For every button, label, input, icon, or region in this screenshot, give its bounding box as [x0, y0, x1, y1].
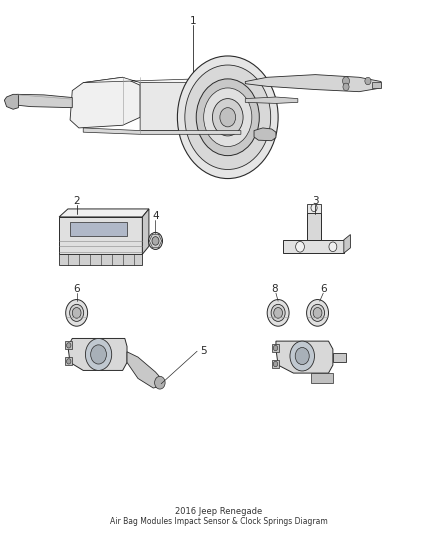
Text: 4: 4 — [152, 211, 159, 221]
Polygon shape — [83, 128, 241, 134]
Circle shape — [329, 242, 337, 252]
Text: 1: 1 — [189, 17, 196, 26]
Circle shape — [85, 338, 112, 370]
Circle shape — [290, 341, 314, 371]
Circle shape — [148, 232, 162, 249]
Circle shape — [185, 65, 271, 169]
Circle shape — [66, 300, 88, 326]
Polygon shape — [283, 240, 344, 253]
Polygon shape — [344, 235, 350, 253]
Polygon shape — [272, 360, 279, 368]
Circle shape — [212, 99, 243, 136]
Polygon shape — [254, 128, 276, 141]
Polygon shape — [65, 341, 72, 349]
Text: 2016 Jeep Renegade: 2016 Jeep Renegade — [175, 507, 263, 516]
Polygon shape — [245, 97, 298, 103]
Polygon shape — [13, 94, 72, 108]
Text: 3: 3 — [312, 197, 319, 206]
Circle shape — [313, 308, 322, 318]
Circle shape — [307, 300, 328, 326]
Polygon shape — [59, 209, 149, 217]
Text: 5: 5 — [200, 346, 207, 356]
Circle shape — [311, 304, 325, 321]
Circle shape — [196, 79, 259, 156]
Circle shape — [72, 308, 81, 318]
Circle shape — [273, 361, 278, 367]
Polygon shape — [65, 357, 72, 365]
Circle shape — [295, 348, 309, 365]
Polygon shape — [127, 352, 162, 388]
Circle shape — [67, 359, 71, 364]
Circle shape — [273, 345, 278, 351]
Circle shape — [296, 241, 304, 252]
Polygon shape — [307, 204, 321, 213]
Polygon shape — [245, 75, 381, 92]
Polygon shape — [70, 222, 127, 236]
Circle shape — [311, 204, 317, 212]
Circle shape — [152, 237, 159, 245]
Polygon shape — [311, 373, 333, 383]
Text: 2: 2 — [73, 197, 80, 206]
Text: 8: 8 — [271, 284, 278, 294]
Circle shape — [267, 300, 289, 326]
Circle shape — [343, 83, 349, 91]
Circle shape — [271, 304, 285, 321]
Polygon shape — [4, 94, 18, 109]
Circle shape — [91, 345, 106, 364]
Circle shape — [70, 304, 84, 321]
Polygon shape — [307, 213, 321, 240]
Polygon shape — [68, 338, 127, 370]
Polygon shape — [272, 344, 279, 352]
Text: Air Bag Modules Impact Sensor & Clock Springs Diagram: Air Bag Modules Impact Sensor & Clock Sp… — [110, 517, 328, 526]
Circle shape — [365, 77, 371, 85]
Polygon shape — [83, 77, 250, 83]
Polygon shape — [140, 77, 250, 131]
Circle shape — [177, 56, 278, 179]
Polygon shape — [276, 341, 333, 373]
Circle shape — [67, 343, 71, 348]
Text: 6: 6 — [320, 284, 327, 294]
Polygon shape — [59, 217, 142, 254]
Polygon shape — [59, 254, 142, 265]
Circle shape — [343, 77, 350, 85]
Polygon shape — [142, 209, 149, 254]
Circle shape — [204, 88, 252, 147]
Text: 6: 6 — [73, 284, 80, 294]
Polygon shape — [70, 77, 140, 128]
Circle shape — [155, 376, 165, 389]
Circle shape — [220, 108, 236, 127]
Polygon shape — [333, 353, 346, 362]
Polygon shape — [372, 82, 381, 88]
Circle shape — [274, 308, 283, 318]
